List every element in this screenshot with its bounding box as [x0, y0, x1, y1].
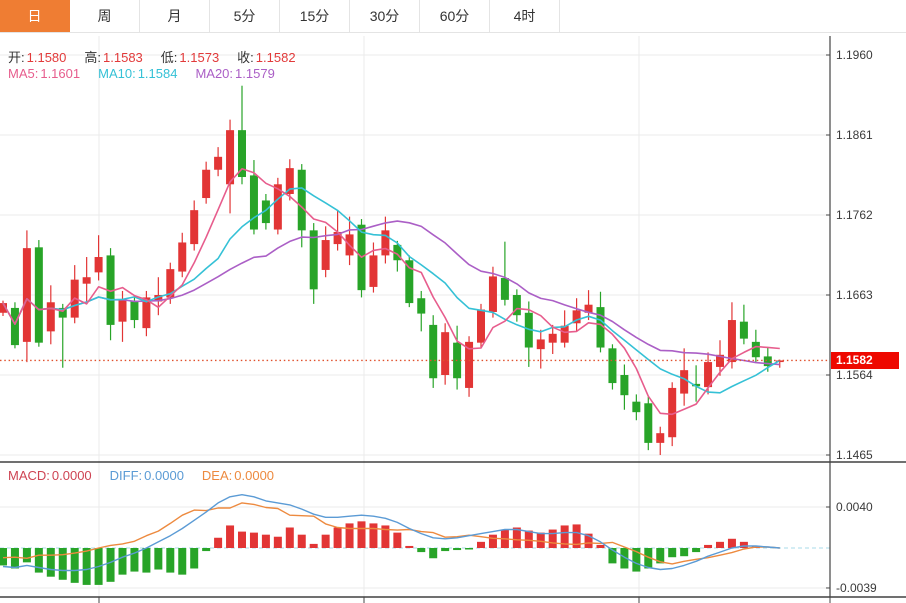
- ma-row: MA5: 1.1601 MA10: 1.1584 MA20: 1.1579: [8, 66, 275, 81]
- tab-30min[interactable]: 30分: [350, 0, 420, 32]
- macd-header-row: MACD: 0.0000 DIFF: 0.0000 DEA: 0.0000: [8, 468, 274, 483]
- current-price-tag: 1.1582: [831, 352, 899, 369]
- svg-text:1.1465: 1.1465: [836, 448, 873, 462]
- svg-text:1.1960: 1.1960: [836, 48, 873, 62]
- high-readout: 高: 1.1583: [84, 50, 143, 65]
- ma5-readout: MA5: 1.1601: [8, 66, 81, 81]
- tab-week[interactable]: 周: [70, 0, 140, 32]
- svg-text:1.1762: 1.1762: [836, 208, 873, 222]
- svg-text:1.1663: 1.1663: [836, 288, 873, 302]
- tab-60min[interactable]: 60分: [420, 0, 490, 32]
- low-readout: 低: 1.1573: [160, 50, 220, 65]
- close-readout: 收: 1.1582: [237, 50, 296, 65]
- svg-text:1.1564: 1.1564: [836, 368, 873, 382]
- tab-4hour[interactable]: 4时: [490, 0, 560, 32]
- open-readout: 开: 1.1580: [8, 50, 67, 65]
- svg-text:1.1861: 1.1861: [836, 128, 873, 142]
- diff-readout: DIFF: 0.0000: [109, 468, 184, 483]
- svg-text:-0.0039: -0.0039: [836, 581, 877, 595]
- tab-day[interactable]: 日: [0, 0, 70, 32]
- tab-month[interactable]: 月: [140, 0, 210, 32]
- dea-readout: DEA: 0.0000: [201, 468, 275, 483]
- tab-15min[interactable]: 15分: [280, 0, 350, 32]
- ma10-readout: MA10: 1.1584: [98, 66, 178, 81]
- svg-text:0.0040: 0.0040: [836, 500, 873, 514]
- ohlc-row: 开: 1.1580 高: 1.1583 低: 1.1573 收: 1.1582: [8, 47, 296, 66]
- timeframe-tabbar: 日周月 5分 15分 30分 60分 4时: [0, 0, 906, 33]
- ma20-readout: MA20: 1.1579: [195, 66, 275, 81]
- macd-readout: MACD: 0.0000: [8, 468, 92, 483]
- tab-5min[interactable]: 5分: [210, 0, 280, 32]
